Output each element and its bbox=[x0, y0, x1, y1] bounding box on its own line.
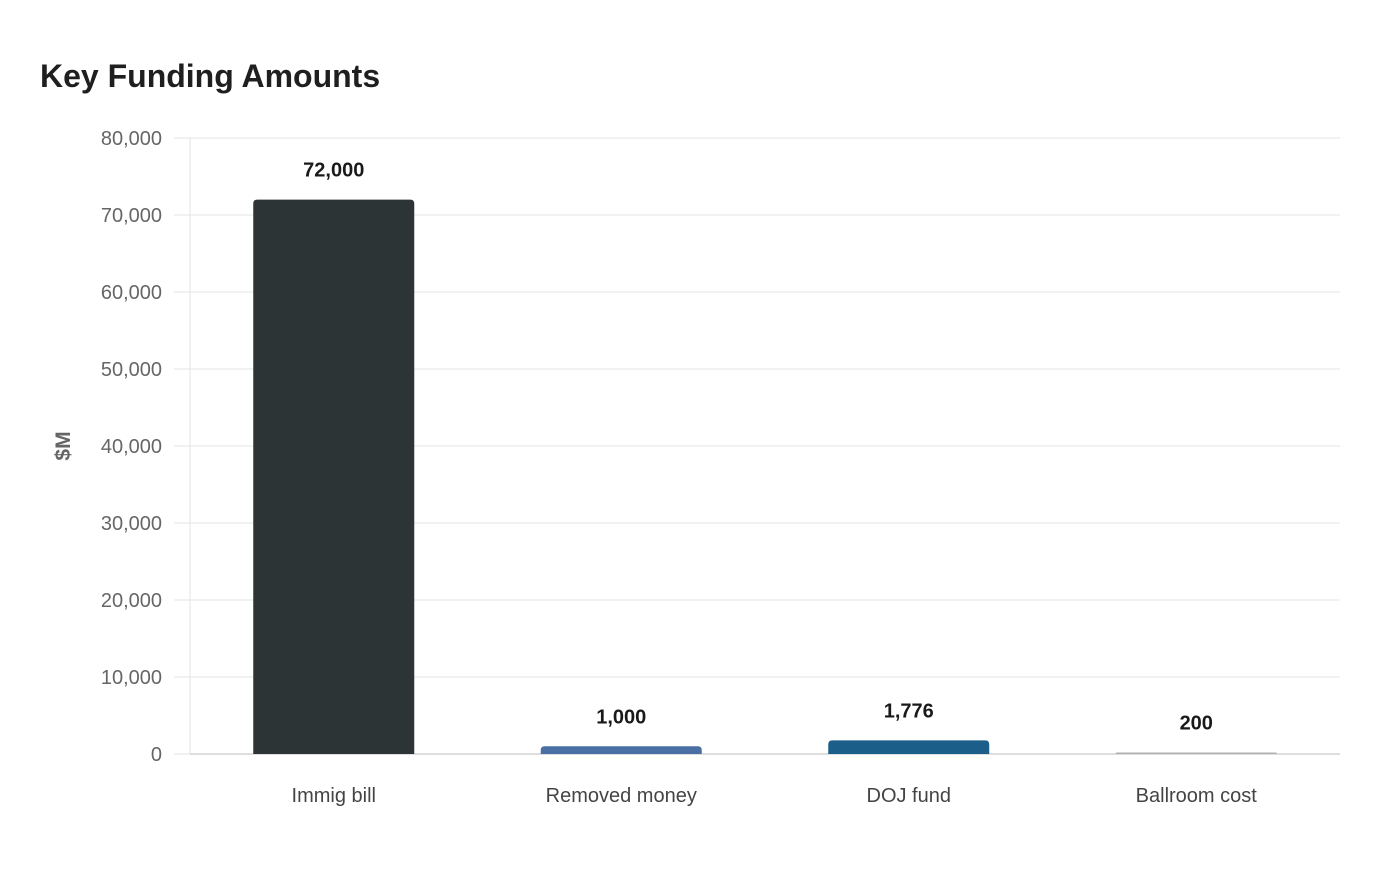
y-tick-label: 80,000 bbox=[101, 128, 162, 150]
y-tick-label: 70,000 bbox=[101, 205, 162, 227]
bars bbox=[253, 199, 1277, 755]
chart-title: Key Funding Amounts bbox=[40, 58, 381, 94]
x-tick-label: Immig bill bbox=[292, 785, 376, 807]
y-tick-label: 0 bbox=[151, 744, 162, 766]
y-tick-labels: 0 10,000 20,000 30,000 40,000 50,000 60,000 70,… bbox=[101, 128, 162, 766]
bar bbox=[1115, 752, 1277, 754]
y-tick-label: 10,000 bbox=[101, 667, 162, 689]
x-tick-labels: Immig bill Removed money DOJ fund Ballroom … bbox=[292, 785, 1258, 807]
data-label: 200 bbox=[1180, 712, 1213, 734]
x-tick-label: Ballroom cost bbox=[1136, 785, 1258, 807]
y-tick-label: 50,000 bbox=[101, 359, 162, 381]
data-labels: 72,000 1,000 1,776 200 bbox=[303, 160, 1213, 735]
data-label: 1,000 bbox=[596, 706, 646, 728]
x-tick-label: DOJ fund bbox=[867, 785, 951, 807]
y-tick-label: 30,000 bbox=[101, 513, 162, 535]
bar bbox=[253, 199, 415, 755]
bar bbox=[540, 746, 702, 754]
x-tick-label: Removed money bbox=[546, 785, 697, 807]
y-tick-label: 60,000 bbox=[101, 282, 162, 304]
y-tick-label: 20,000 bbox=[101, 590, 162, 612]
y-tick-label: 40,000 bbox=[101, 436, 162, 458]
data-label: 72,000 bbox=[303, 160, 364, 182]
data-label: 1,776 bbox=[884, 700, 934, 722]
bar bbox=[828, 740, 990, 754]
y-axis-label: $M bbox=[52, 431, 75, 460]
